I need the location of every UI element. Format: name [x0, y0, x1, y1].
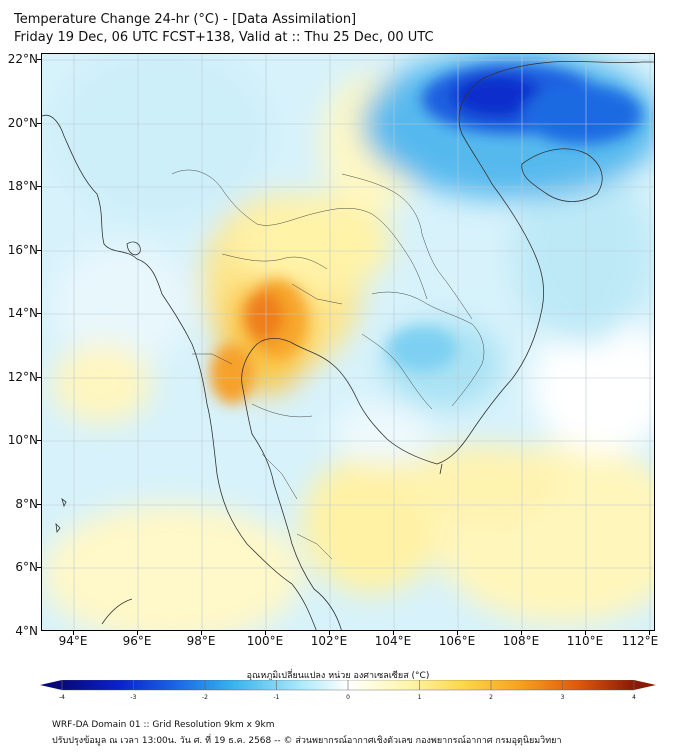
lat-label-10n: 10°N — [7, 433, 38, 447]
lat-tick — [37, 313, 41, 314]
lat-tick — [37, 440, 41, 441]
lat-label-14n: 14°N — [7, 306, 38, 320]
lat-tick — [37, 504, 41, 505]
lon-tick — [457, 631, 458, 635]
lon-label-110e: 110°E — [566, 634, 604, 648]
footer-model-info: WRF-DA Domain 01 :: Grid Resolution 9km … — [52, 720, 275, 730]
lon-tick — [329, 631, 330, 635]
map-plot-area — [41, 53, 655, 631]
lon-label-96e: 96°E — [122, 634, 152, 648]
lon-label-104e: 104°E — [374, 634, 412, 648]
lon-tick — [137, 631, 138, 635]
colorbar-tick-label: 2 — [489, 694, 493, 701]
lon-label-102e: 102°E — [310, 634, 348, 648]
colorbar-tick-label: 1 — [417, 694, 422, 701]
lon-label-98e: 98°E — [186, 634, 216, 648]
colorbar-ticks — [61, 680, 635, 690]
lat-label-12n: 12°N — [7, 370, 38, 384]
lat-label-8n: 8°N — [15, 497, 38, 511]
map-title: Temperature Change 24-hr (°C) - [Data As… — [14, 12, 357, 27]
lat-tick — [37, 377, 41, 378]
colorbar-min-extension — [40, 680, 62, 690]
colorbar-tick-label: -1 — [273, 694, 280, 701]
colorbar-tick-label: -3 — [130, 694, 137, 701]
colorbar-tick-label: 4 — [632, 694, 636, 701]
lat-label-4n: 4°N — [15, 624, 38, 638]
lon-tick — [649, 631, 650, 635]
lon-label-106e: 106°E — [438, 634, 476, 648]
footer-credit: ปรับปรุงข้อมูล ณ เวลา 13:00น. วัน ศ. ที่… — [52, 736, 562, 746]
lon-tick — [393, 631, 394, 635]
lon-label-94e: 94°E — [58, 634, 88, 648]
field-extremes — [210, 64, 642, 404]
lat-tick — [37, 567, 41, 568]
lon-tick — [201, 631, 202, 635]
temperature-change-map — [42, 54, 654, 630]
lon-label-108e: 108°E — [502, 634, 540, 648]
lat-tick — [37, 186, 41, 187]
field-fill — [42, 54, 654, 630]
lat-label-6n: 6°N — [15, 560, 38, 574]
colorbar-tick-label: 0 — [346, 694, 350, 701]
colorbar-tick-label: -4 — [59, 694, 65, 701]
graticule — [42, 54, 654, 630]
coastlines — [42, 61, 654, 630]
colorbar-label: อุณหภูมิเปลี่ยนแปลง หน่วย องศาเซลเซียส (… — [246, 671, 430, 681]
lon-tick — [73, 631, 74, 635]
lon-tick — [521, 631, 522, 635]
colorbar-tick-label: 3 — [560, 694, 565, 701]
lat-label-16n: 16°N — [7, 243, 38, 257]
lat-label-18n: 18°N — [7, 179, 38, 193]
borders — [171, 169, 485, 560]
lat-tick — [37, 123, 41, 124]
colorbar-max-extension — [634, 680, 656, 690]
lon-label-100e: 100°E — [246, 634, 284, 648]
lat-label-20n: 20°N — [7, 116, 38, 130]
lon-tick — [585, 631, 586, 635]
lat-tick — [37, 59, 41, 60]
lat-tick — [37, 250, 41, 251]
lon-label-112e: 112°E — [621, 634, 659, 648]
colorbar — [40, 680, 656, 691]
lat-label-22n: 22°N — [7, 52, 38, 66]
map-subtitle: Friday 19 Dec, 06 UTC FCST+138, Valid at… — [14, 30, 434, 45]
colorbar-tick-label: -2 — [202, 694, 208, 701]
lon-tick — [265, 631, 266, 635]
